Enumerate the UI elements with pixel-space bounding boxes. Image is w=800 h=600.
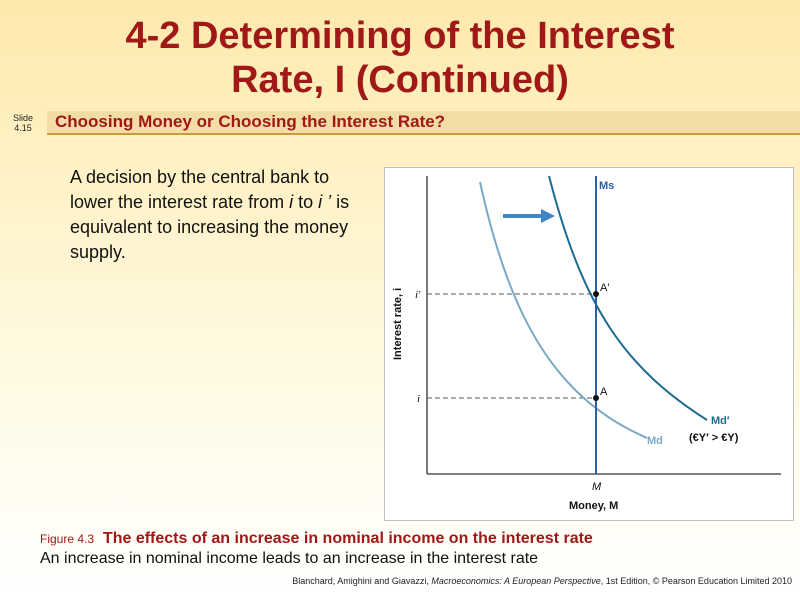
footer-edition: , 1st Edition, © Pearson Education Limit… [600, 576, 792, 586]
money-market-diagram: Ms A′ A Md Md′ (€Y′ > €Y) i′ i M Money, … [392, 175, 781, 512]
point-a-label: A [600, 386, 608, 398]
body-text-a: A decision by the central bank to lower … [70, 167, 330, 212]
point-a-prime-label: A′ [600, 282, 609, 294]
slide-number: Slide 4.15 [6, 113, 40, 133]
y-axis-label: Interest rate, i [392, 288, 404, 360]
equilibrium-point-a [593, 395, 599, 401]
body-text-c: is equivalent to increasing the money su… [70, 192, 350, 262]
demand-shifted-note: (€Y′ > €Y) [689, 432, 739, 444]
body-symbol-i: i [289, 192, 294, 212]
shift-arrow-head [541, 209, 555, 223]
x-axis-label: Money, M [569, 500, 618, 512]
footer-credit: Blanchard, Amighini and Giavazzi, Macroe… [292, 576, 792, 586]
body-paragraph: A decision by the central bank to lower … [70, 165, 355, 265]
footer-authors: Blanchard, Amighini and Giavazzi, [292, 576, 432, 586]
figure-title: The effects of an increase in nominal in… [102, 530, 593, 547]
rate-tick-low: i [417, 393, 420, 405]
slide-title-line2: Rate, I (Continued) [231, 59, 569, 101]
demand-label: Md [647, 435, 663, 447]
figure-panel: Ms A′ A Md Md′ (€Y′ > €Y) i′ i M Money, … [384, 167, 794, 521]
subtitle-bar: Choosing Money or Choosing the Interest … [47, 111, 800, 135]
money-demand-curve [479, 181, 648, 439]
demand-shifted-label: Md′ [711, 415, 730, 427]
money-demand-shifted-curve [548, 175, 708, 421]
slide-subtitle: Choosing Money or Choosing the Interest … [55, 112, 446, 131]
slide-number-value: 4.15 [14, 123, 32, 133]
supply-label: Ms [599, 180, 614, 192]
slide-number-label: Slide [12, 113, 33, 123]
body-text-b: to [293, 192, 319, 212]
rate-tick-high: i′ [415, 289, 421, 301]
body-symbol-i-prime: i ’ [318, 192, 332, 212]
slide-title-line1: 4-2 Determining of the Interest [125, 15, 675, 57]
slide-title: 4-2 Determining of the Interest Rate, I … [60, 14, 740, 102]
money-tick: M [592, 481, 602, 493]
equilibrium-point-a-prime [593, 291, 599, 297]
figure-number: Figure 4.3 [40, 532, 95, 546]
footer-book-title: Macroeconomics: A European Perspective [431, 576, 601, 586]
figure-caption-heading: Figure 4.3 The effects of an increase in… [40, 529, 780, 549]
figure-caption: Figure 4.3 The effects of an increase in… [40, 529, 780, 569]
figure-description: An increase in nominal income leads to a… [40, 550, 539, 567]
